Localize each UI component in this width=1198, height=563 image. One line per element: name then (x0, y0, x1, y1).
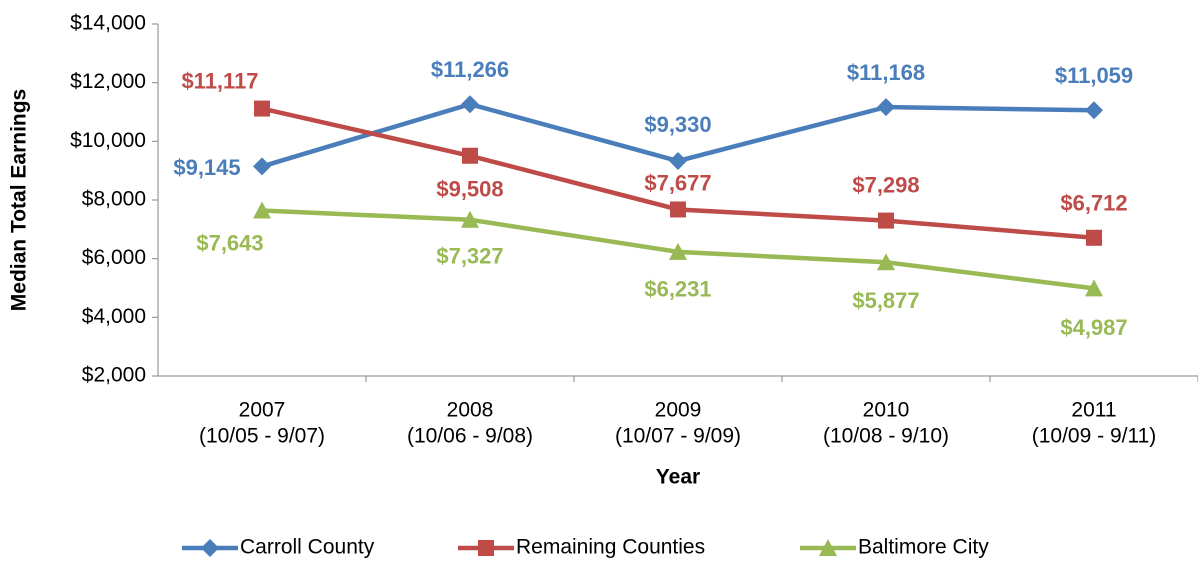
data-label: $11,168 (847, 60, 925, 85)
y-tick-label: $10,000 (70, 129, 146, 152)
data-label: $4,987 (1060, 315, 1127, 340)
legend-label: Remaining Counties (516, 536, 705, 559)
data-label: $5,877 (852, 288, 919, 313)
data-label: $11,266 (431, 57, 509, 82)
y-tick-label: $8,000 (82, 188, 146, 211)
x-tick-label: (10/08 - 9/10) (823, 425, 949, 448)
x-tick-label: 2008 (447, 399, 494, 422)
marker (478, 540, 494, 556)
x-tick-label: (10/07 - 9/09) (615, 425, 741, 448)
x-tick-label: 2011 (1071, 399, 1116, 422)
marker (201, 539, 219, 557)
marker (253, 201, 271, 219)
x-tick-label: 2010 (863, 399, 910, 422)
x-axis-title: Year (656, 466, 700, 489)
marker (877, 253, 895, 271)
data-label: $7,327 (436, 244, 503, 269)
data-label: $7,643 (196, 230, 263, 255)
data-label: $11,117 (181, 68, 258, 93)
marker (670, 201, 686, 218)
marker (877, 98, 895, 117)
legend-label: Baltimore City (858, 536, 989, 559)
legend-label: Carroll County (240, 536, 375, 559)
marker (462, 147, 478, 164)
x-tick-label: (10/06 - 9/08) (407, 425, 533, 448)
x-tick-label: (10/09 - 9/11) (1032, 425, 1157, 448)
data-label: $7,298 (852, 172, 919, 197)
x-tick-label: (10/05 - 9/07) (199, 425, 325, 448)
marker (461, 95, 479, 114)
marker (461, 210, 479, 228)
marker (1085, 101, 1103, 120)
x-tick-label: 2009 (655, 399, 702, 422)
y-tick-label: $2,000 (82, 364, 146, 387)
marker (1086, 229, 1102, 246)
marker (253, 157, 271, 176)
marker (669, 151, 687, 170)
data-label: $7,677 (644, 170, 711, 195)
x-tick-label: 2007 (239, 399, 286, 422)
data-label: $9,145 (173, 155, 240, 180)
marker (878, 212, 894, 229)
marker (254, 100, 270, 117)
y-tick-label: $14,000 (70, 12, 146, 35)
data-label: $6,712 (1060, 191, 1127, 216)
y-tick-label: $4,000 (82, 305, 146, 328)
y-tick-label: $12,000 (70, 70, 146, 93)
marker (819, 539, 837, 556)
data-label: $11,059 (1055, 63, 1133, 88)
data-label: $9,330 (644, 112, 711, 137)
y-tick-label: $6,000 (82, 246, 146, 269)
data-label: $9,508 (436, 177, 503, 202)
marker (669, 242, 687, 260)
marker (1085, 279, 1103, 297)
y-axis-title: Median Total Earnings (8, 89, 31, 311)
data-label: $6,231 (644, 277, 711, 302)
